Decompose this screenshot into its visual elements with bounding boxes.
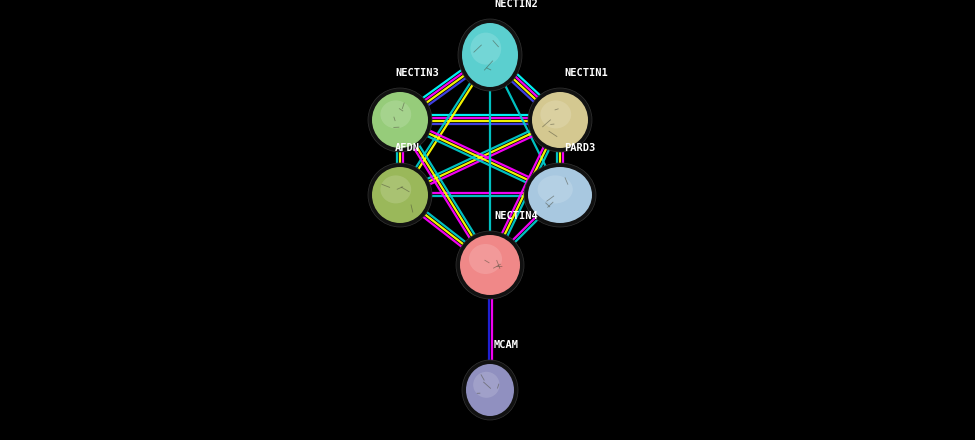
Ellipse shape [473, 372, 499, 398]
Ellipse shape [466, 364, 514, 416]
Text: MCAM: MCAM [494, 340, 519, 350]
Ellipse shape [372, 167, 428, 223]
Ellipse shape [462, 23, 518, 87]
Ellipse shape [380, 176, 411, 203]
Ellipse shape [470, 33, 501, 65]
Ellipse shape [537, 176, 572, 203]
Text: NECTIN3: NECTIN3 [395, 68, 439, 78]
Ellipse shape [524, 163, 596, 227]
Ellipse shape [380, 100, 411, 128]
Ellipse shape [462, 360, 518, 420]
Text: PARD3: PARD3 [564, 143, 596, 153]
Ellipse shape [540, 100, 571, 128]
Ellipse shape [528, 88, 592, 152]
Ellipse shape [460, 235, 520, 295]
Ellipse shape [528, 167, 592, 223]
Ellipse shape [469, 244, 502, 274]
Text: NECTIN4: NECTIN4 [494, 211, 538, 221]
Ellipse shape [456, 231, 524, 299]
Text: NECTIN1: NECTIN1 [564, 68, 607, 78]
Ellipse shape [458, 19, 522, 91]
Ellipse shape [532, 92, 588, 148]
Text: NECTIN2: NECTIN2 [494, 0, 538, 9]
Ellipse shape [372, 92, 428, 148]
Ellipse shape [368, 88, 432, 152]
Text: AFDN: AFDN [395, 143, 420, 153]
Ellipse shape [368, 163, 432, 227]
